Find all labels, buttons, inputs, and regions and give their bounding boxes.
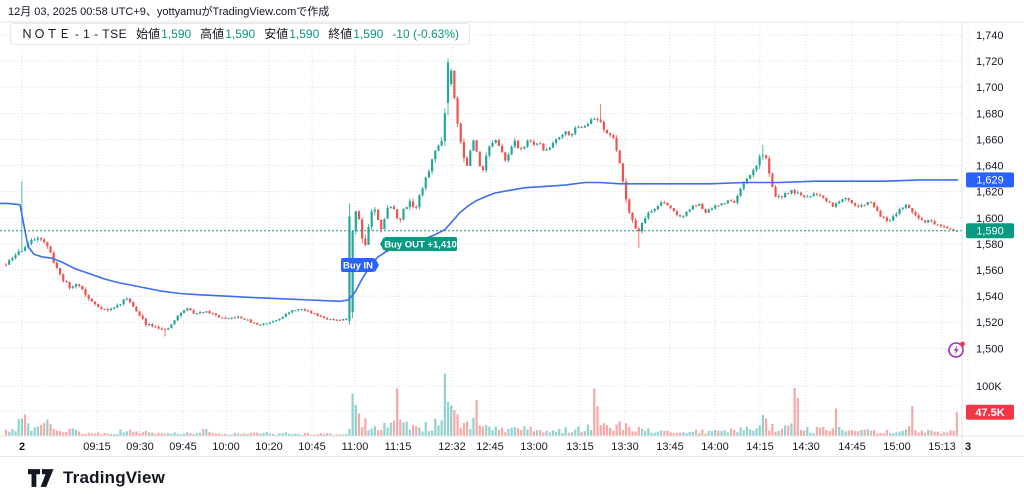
volume-badge: 47.5K xyxy=(966,404,1014,420)
pane-borders xyxy=(0,21,1024,456)
svg-text:1,580: 1,580 xyxy=(976,239,1004,251)
svg-text:1,560: 1,560 xyxy=(976,265,1004,277)
legend-close: 終値 1,590 xyxy=(328,27,383,41)
symbol-title: ＮＯＴＥ - 1 - TSE xyxy=(21,27,128,41)
svg-text:47.5K: 47.5K xyxy=(975,407,1004,419)
tradingview-brand-text[interactable]: TradingView xyxy=(63,467,166,487)
svg-text:1,720: 1,720 xyxy=(976,56,1004,68)
svg-text:1,590: 1,590 xyxy=(976,226,1004,238)
svg-text:1,680: 1,680 xyxy=(976,108,1004,120)
svg-text:14:15: 14:15 xyxy=(746,441,774,453)
gridlines xyxy=(0,23,969,436)
open-value: 1,590 xyxy=(161,27,192,41)
legend-low: 安値 1,590 xyxy=(264,27,319,41)
legend-high: 高値 1,590 xyxy=(200,27,255,41)
symbol-legend: ＮＯＴＥ - 1 - TSE 始値 1,590 高値 1,590 安値 1,590 終… xyxy=(10,23,471,45)
svg-text:14:00: 14:00 xyxy=(701,441,729,453)
svg-text:10:20: 10:20 xyxy=(255,441,283,453)
svg-text:1,629: 1,629 xyxy=(976,175,1004,187)
svg-text:1,540: 1,540 xyxy=(976,291,1004,303)
svg-text:2: 2 xyxy=(19,441,25,453)
svg-text:Buy IN: Buy IN xyxy=(343,260,373,271)
svg-text:1,700: 1,700 xyxy=(976,82,1004,94)
svg-text:12:45: 12:45 xyxy=(476,441,504,453)
svg-text:1,740: 1,740 xyxy=(976,30,1004,42)
svg-text:1,520: 1,520 xyxy=(976,317,1004,329)
svg-text:1,600: 1,600 xyxy=(976,213,1004,225)
tradingview-logo-icon[interactable] xyxy=(28,468,54,488)
svg-text:1,660: 1,660 xyxy=(976,134,1004,146)
footer-bar: TradingView xyxy=(0,456,1024,498)
price-badge-1,590: 1,590 xyxy=(966,223,1014,239)
volume-axis-label: 100K xyxy=(976,381,1002,393)
svg-text:1,500: 1,500 xyxy=(976,343,1004,355)
trade-marker: Buy IN xyxy=(341,258,379,272)
close-label: 終値 xyxy=(328,27,353,41)
open-label: 始値 xyxy=(136,27,161,41)
low-value: 1,590 xyxy=(289,27,320,41)
svg-text:13:45: 13:45 xyxy=(656,441,684,453)
svg-text:3: 3 xyxy=(965,441,971,453)
trade-marker: Buy OUT +1,410 xyxy=(380,237,457,251)
volume-bars xyxy=(4,373,958,436)
price-chart[interactable]: 1,740 1,720 1,700 1,680 1,660 1,640 1,620 1,600… xyxy=(0,0,1024,456)
price-badge-1,629: 1,629 xyxy=(966,172,1014,188)
svg-text:1,620: 1,620 xyxy=(976,187,1004,199)
svg-text:09:45: 09:45 xyxy=(169,441,197,453)
svg-text:15:13: 15:13 xyxy=(928,441,956,453)
svg-text:09:30: 09:30 xyxy=(126,441,154,453)
svg-text:15:00: 15:00 xyxy=(883,441,911,453)
high-value: 1,590 xyxy=(225,27,256,41)
attribution-text: 12月 03, 2025 00:58 UTC+9、yottyamuがTradin… xyxy=(8,6,330,18)
svg-text:13:00: 13:00 xyxy=(520,441,548,453)
low-label: 安値 xyxy=(264,27,289,41)
svg-text:1,640: 1,640 xyxy=(976,161,1004,173)
change-value: -10 (-0.63%) xyxy=(392,27,460,41)
svg-text:Buy OUT +1,410: Buy OUT +1,410 xyxy=(384,239,457,250)
svg-text:13:30: 13:30 xyxy=(611,441,639,453)
svg-text:09:15: 09:15 xyxy=(83,441,111,453)
svg-text:11:15: 11:15 xyxy=(385,441,412,453)
svg-text:12:32: 12:32 xyxy=(438,441,466,453)
svg-text:10:45: 10:45 xyxy=(298,441,326,453)
close-value: 1,590 xyxy=(353,27,384,41)
legend-open: 始値 1,590 xyxy=(136,27,191,41)
svg-text:11:00: 11:00 xyxy=(342,441,369,453)
svg-text:14:45: 14:45 xyxy=(838,441,866,453)
price-axis[interactable]: 1,740 1,720 1,700 1,680 1,660 1,640 1,620 1,600… xyxy=(966,30,1014,420)
svg-text:10:00: 10:00 xyxy=(212,441,240,453)
svg-text:13:15: 13:15 xyxy=(566,441,594,453)
svg-text:14:30: 14:30 xyxy=(792,441,820,453)
high-label: 高値 xyxy=(200,27,225,41)
time-axis[interactable]: 2 09:15 09:30 09:45 10:00 10:20 10:45 11:00 11:1… xyxy=(19,441,971,453)
lightning-icon[interactable] xyxy=(947,339,967,359)
candlesticks xyxy=(4,58,958,337)
ma-line xyxy=(0,179,958,303)
